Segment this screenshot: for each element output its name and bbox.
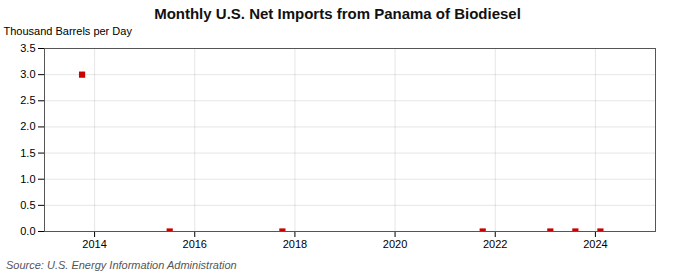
svg-text:1.5: 1.5 <box>20 147 35 159</box>
svg-text:2.0: 2.0 <box>20 120 35 132</box>
html-text:Monthly U.S. Net Imports from: Monthly U.S. Net Imports from Panama of … <box>154 5 521 22</box>
svg-text:2.5: 2.5 <box>20 94 35 106</box>
svg-text:0.5: 0.5 <box>20 199 35 211</box>
svg-text:2018: 2018 <box>283 238 307 250</box>
svg-text:2016: 2016 <box>183 238 207 250</box>
svg-text:2020: 2020 <box>383 238 407 250</box>
svg-text:Thousand Barrels per Day: Thousand Barrels per Day <box>4 25 133 37</box>
svg-text:3.5: 3.5 <box>20 42 35 54</box>
svg-text:2014: 2014 <box>82 238 106 250</box>
svg-text:2022: 2022 <box>483 238 507 250</box>
svg-text:1.0: 1.0 <box>20 173 35 185</box>
svg-text:3.0: 3.0 <box>20 68 35 80</box>
svg-text:2024: 2024 <box>583 238 607 250</box>
html-text:Source: U.S. Energy Informatio: Source: U.S. Energy Information Administ… <box>6 259 237 271</box>
svg-text:0.0: 0.0 <box>20 225 35 237</box>
